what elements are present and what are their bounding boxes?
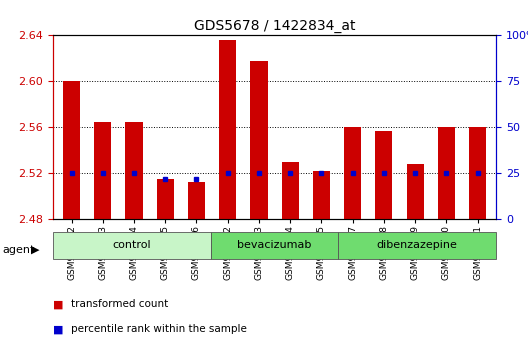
- Bar: [188, 182, 205, 219]
- Text: agent: agent: [3, 245, 35, 255]
- Bar: [94, 122, 111, 219]
- Title: GDS5678 / 1422834_at: GDS5678 / 1422834_at: [194, 19, 355, 33]
- Text: ▶: ▶: [31, 245, 39, 255]
- Bar: [219, 40, 237, 219]
- Bar: [375, 131, 392, 219]
- Bar: [126, 122, 143, 219]
- Text: ■: ■: [53, 299, 63, 309]
- Bar: [313, 171, 330, 219]
- Text: dibenzazepine: dibenzazepine: [376, 240, 458, 250]
- Text: control: control: [112, 240, 152, 250]
- Text: ■: ■: [53, 324, 63, 334]
- Bar: [281, 162, 299, 219]
- Bar: [407, 164, 423, 219]
- Text: bevacizumab: bevacizumab: [238, 240, 312, 250]
- Bar: [250, 61, 268, 219]
- Bar: [53, 232, 211, 259]
- Bar: [438, 127, 455, 219]
- Bar: [344, 127, 361, 219]
- Text: percentile rank within the sample: percentile rank within the sample: [71, 324, 247, 334]
- Text: transformed count: transformed count: [71, 299, 168, 309]
- Bar: [338, 232, 496, 259]
- Bar: [157, 179, 174, 219]
- Bar: [63, 81, 80, 219]
- Bar: [211, 232, 338, 259]
- Bar: [469, 127, 486, 219]
